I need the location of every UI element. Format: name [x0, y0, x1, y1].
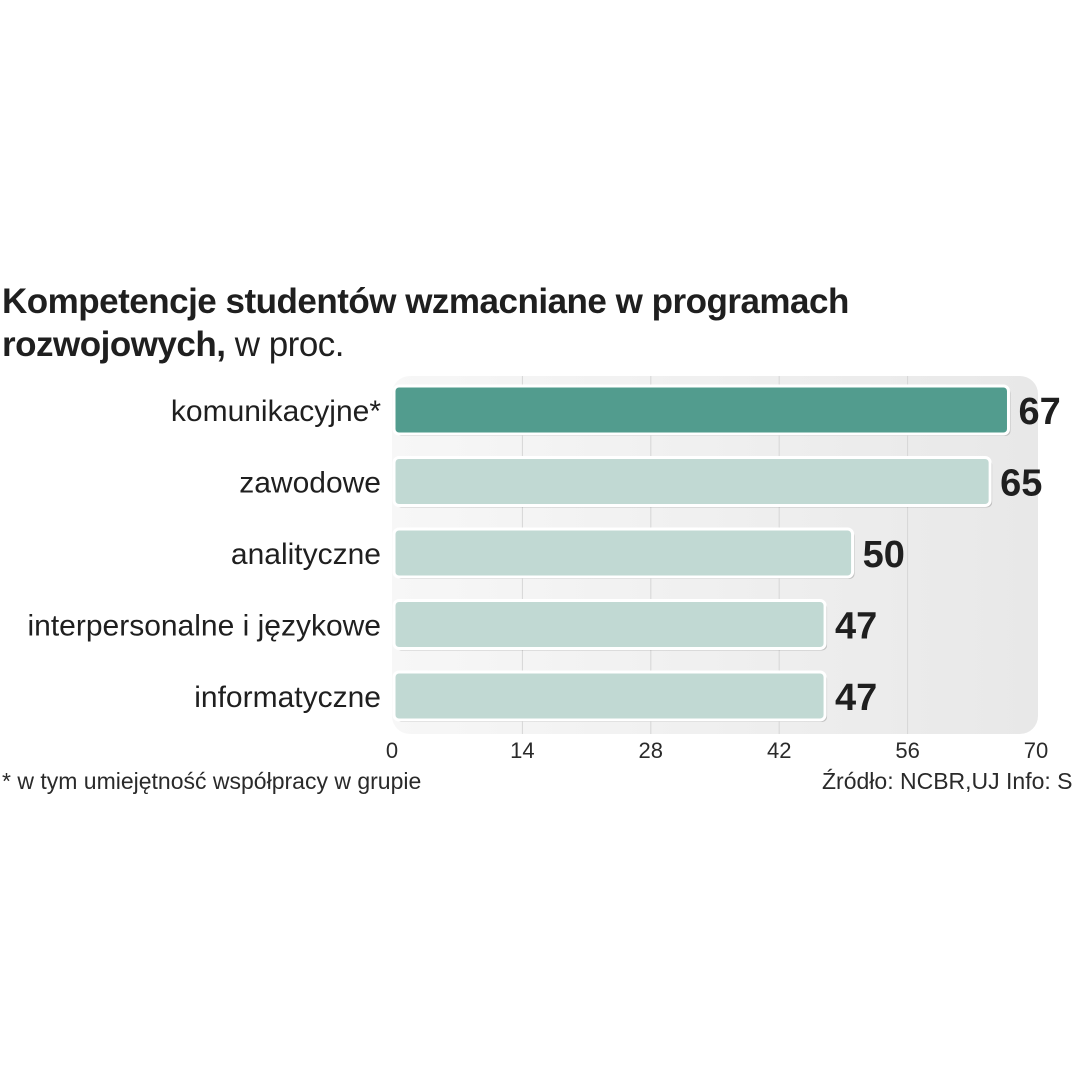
- chart-title-unit: w proc.: [234, 325, 345, 364]
- category-label: informatyczne: [194, 681, 381, 714]
- x-tick-label: 56: [895, 738, 919, 763]
- footnote: * w tym umiejętność współpracy w grupie: [2, 768, 422, 794]
- bar: [392, 527, 855, 579]
- value-label: 47: [835, 677, 877, 719]
- x-tick-label: 14: [510, 738, 534, 763]
- bar: [392, 384, 1010, 436]
- x-tick-label: 28: [639, 738, 663, 763]
- bar: [392, 670, 827, 722]
- category-label: komunikacyjne*: [171, 395, 381, 428]
- value-labels: 67 65 50 47 47: [835, 391, 1061, 719]
- category-label: zawodowe: [239, 467, 381, 500]
- value-label: 50: [863, 534, 905, 576]
- chart-title-main: Kompetencje studentów wzmacniane w progr…: [2, 282, 849, 364]
- value-label: 67: [1018, 391, 1060, 433]
- x-axis-ticks: 0 14 28 42 56 70: [386, 738, 1048, 763]
- source-note: Źródło: NCBR,UJ Info: S: [822, 768, 1073, 794]
- category-labels: komunikacyjne* zawodowe analityczne interpe…: [27, 395, 381, 714]
- x-tick-label: 70: [1024, 738, 1048, 763]
- category-label: interpersonalne i językowe: [27, 610, 381, 643]
- bar: [392, 456, 992, 507]
- chart-title: Kompetencje studentów wzmacniane w progr…: [2, 280, 1062, 366]
- category-label: analityczne: [231, 538, 381, 571]
- x-tick-label: 0: [386, 738, 398, 763]
- value-label: 65: [1000, 463, 1042, 505]
- bars-group: [392, 384, 1011, 722]
- value-label: 47: [835, 606, 877, 648]
- x-tick-label: 42: [767, 738, 791, 763]
- bar: [392, 599, 827, 650]
